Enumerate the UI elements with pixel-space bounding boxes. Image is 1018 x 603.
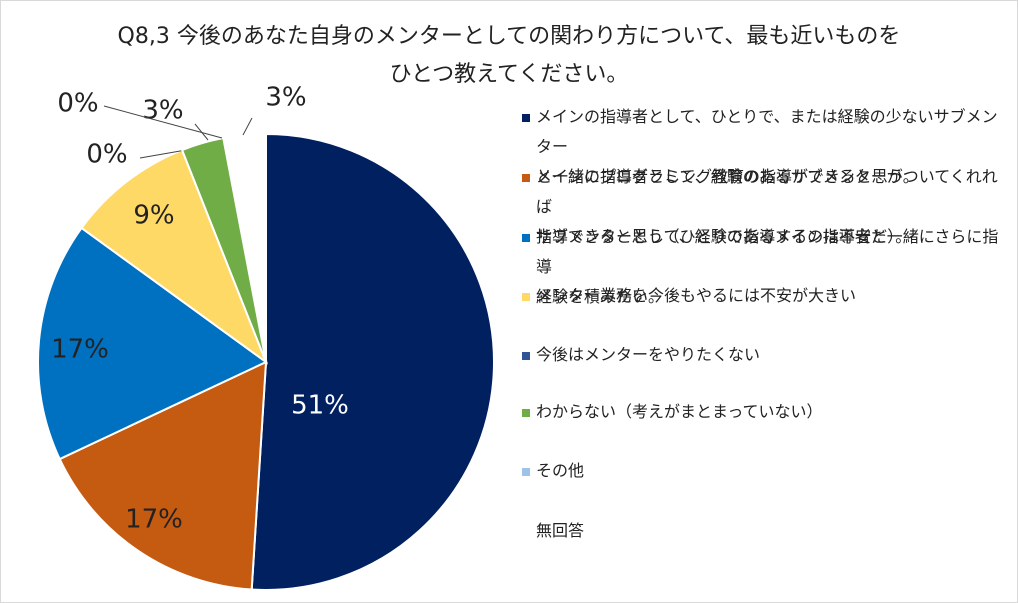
data-label: 0% <box>86 140 127 170</box>
data-label: 17% <box>51 335 109 365</box>
legend-label: サブメンターとして、経験のあるメイン指導者と一緒にさらに指導 <box>536 227 999 276</box>
legend-swatch <box>522 174 530 182</box>
leader-line <box>103 105 223 139</box>
legend-label-continued: 経験を積みたい。 <box>536 287 665 306</box>
legend-item: メインの指導者として、ひとりで、または経験の少ないサブメンターと一緒にプログラミ… <box>520 102 1010 192</box>
legend-item: メインの指導者として、経験のあるサブメンターがついてくれれば指導できると思う（ひ… <box>520 162 1010 252</box>
legend-item: 無回答 <box>520 516 1010 546</box>
legend-label: 今後はメンターをやりたくない <box>536 345 761 364</box>
pie-slice <box>80 148 269 365</box>
legend-item: メンター業務を今後もやるには不安が大きい <box>520 281 1010 311</box>
legend-label: 無回答 <box>536 521 585 540</box>
legend-item: わからない（考えがまとまっていない） <box>520 397 1010 427</box>
legend-swatch <box>522 293 530 301</box>
legend-swatch <box>522 234 530 242</box>
legend-label: メインの指導者として、経験のあるサブメンターがついてくれれば <box>536 167 998 216</box>
legend-item: その他 <box>520 456 1010 486</box>
chart-title-line-2: ひとつ教えてください。 <box>389 62 629 87</box>
legend-label-continued: 指導できると思う（ひとりで指導するのは不安だ）。 <box>536 227 912 246</box>
legend-label: その他 <box>536 461 585 480</box>
leader-line <box>139 149 187 159</box>
legend-swatch <box>522 114 530 122</box>
data-label: 51% <box>291 391 349 421</box>
data-label: 3% <box>142 96 183 126</box>
legend-label: メンター業務を今後もやるには不安が大きい <box>536 286 857 305</box>
pie-slice <box>58 360 268 591</box>
data-label: 9% <box>133 201 174 231</box>
pie-slice <box>250 132 495 591</box>
legend-swatch <box>522 468 530 476</box>
leader-line <box>242 117 253 136</box>
data-label: 0% <box>57 89 98 119</box>
legend-swatch <box>522 528 530 536</box>
legend-label: メインの指導者として、ひとりで、または経験の少ないサブメンター <box>536 107 998 156</box>
pie-slice <box>180 136 267 363</box>
data-label: 3% <box>265 83 306 113</box>
legend-swatch <box>522 352 530 360</box>
legend-item: サブメンターとして、経験のあるメイン指導者と一緒にさらに指導経験を積みたい。 <box>520 222 1010 312</box>
legend-item: 今後はメンターをやりたくない <box>520 340 1010 370</box>
legend-swatch <box>522 409 530 417</box>
legend-label: わからない（考えがまとまっていない） <box>536 402 823 421</box>
legend-label-continued: と一緒にプログラミング教育の指導ができると思う。 <box>536 167 919 186</box>
data-label: 17% <box>125 505 183 535</box>
chart-title-line-1: Q8,3 今後のあなた自身のメンターとしての関わり方について、最も近いものを <box>117 24 901 49</box>
pie-slice <box>37 226 268 461</box>
chart-title: Q8,3 今後のあなた自身のメンターとしての関わり方について、最も近いものを ひ… <box>0 18 1018 94</box>
